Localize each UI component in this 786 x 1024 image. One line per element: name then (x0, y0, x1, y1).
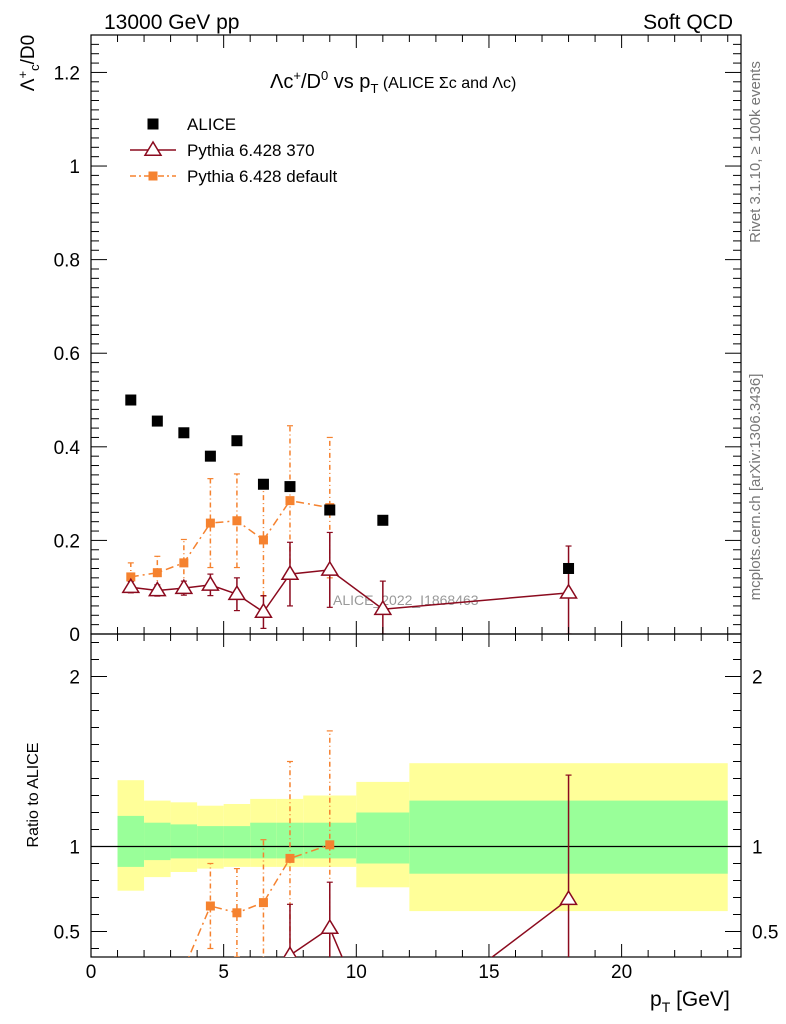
mcplots-label: mcplots.cern.ch [arXiv:1306.3436] (747, 374, 764, 601)
legend: ALICE Pythia 6.428 370 Pythia 6.428 defaul… (130, 115, 338, 186)
y-tick-label: 0.4 (54, 438, 81, 459)
band-inner-4 (223, 826, 251, 859)
legend-marker-alice (147, 118, 159, 130)
ratio-data (188, 730, 578, 957)
ratio-point-pythia-370 (320, 918, 340, 935)
ratio-y-tick-label-right: 1 (752, 838, 763, 859)
x-tick-label: 0 (86, 962, 97, 983)
point-alice (231, 435, 243, 447)
rivet-label: Rivet 3.1.10, ≥ 100k events (747, 61, 764, 243)
point-pythia-370 (254, 602, 273, 618)
band-inner-6 (276, 822, 304, 859)
point-alice (178, 427, 190, 439)
point-alice (125, 394, 137, 406)
ratio-y-tick-label: 0.5 (54, 923, 80, 944)
point-pythia-370 (280, 564, 300, 581)
point-pythia-default (285, 496, 295, 506)
point-pythia-default (258, 535, 268, 545)
uncertainty-bands (117, 763, 728, 912)
x-tick-label: 5 (218, 962, 229, 983)
ratio-y-tick-label: 2 (69, 668, 80, 689)
band-inner-1 (144, 822, 171, 861)
series-alice (125, 394, 575, 574)
band-inner-3 (197, 826, 224, 859)
line-pythia-370 (130, 569, 569, 614)
point-pythia-default (232, 516, 242, 526)
x-axis-label: pT [GeV] (650, 988, 730, 1015)
point-pythia-default (205, 518, 215, 528)
ratio-y-tick-label-right: 0.5 (752, 923, 778, 944)
series-pythia-370 (121, 531, 578, 634)
point-pythia-default (126, 572, 136, 582)
band-inner-8 (356, 812, 410, 864)
point-pythia-370 (373, 599, 393, 616)
main-data (121, 394, 578, 634)
point-pythia-default (152, 568, 162, 578)
point-alice (284, 481, 296, 493)
point-pythia-370 (320, 560, 340, 576)
watermark: ALICE_2022_I1868463 (333, 592, 479, 608)
point-alice (377, 514, 389, 526)
ratio-point-pythia-370 (559, 889, 578, 906)
point-pythia-370 (201, 575, 220, 591)
ratio-pythia-370 (283, 774, 578, 957)
ratio-point-pythia-370 (283, 945, 297, 957)
ratio-point-pythia-default (325, 840, 335, 850)
y-tick-label: 1 (69, 157, 80, 178)
x-tick-label: 10 (346, 962, 367, 983)
x-tick-label: 20 (611, 962, 632, 983)
ratio-point-pythia-default (232, 908, 242, 918)
line-pythia-default (130, 499, 330, 578)
y-tick-label: 1.2 (54, 63, 80, 84)
band-inner-2 (170, 824, 198, 859)
point-pythia-370 (121, 577, 141, 594)
point-pythia-default (179, 558, 189, 568)
y-tick-label: 0.2 (54, 531, 80, 552)
band-inner-0 (117, 815, 145, 867)
point-alice (151, 415, 163, 427)
category-label: Soft QCD (643, 11, 733, 34)
ratio-point-pythia-default (258, 898, 268, 908)
y-ticks: 0 0.2 0.4 0.6 0.8 1 1.2 (54, 34, 741, 646)
ratio-point-pythia-default (205, 901, 215, 911)
point-alice (257, 478, 269, 490)
ratio-point-pythia-default (285, 853, 295, 863)
ratio-ylabel: Ratio to ALICE (25, 743, 42, 848)
ratio-y-tick-label: 1 (69, 838, 80, 859)
y-tick-label: 0.6 (54, 344, 80, 365)
point-pythia-370 (174, 578, 194, 595)
y-tick-label: 0 (69, 625, 80, 646)
legend-label: Pythia 6.428 370 (187, 141, 315, 160)
point-alice (563, 562, 575, 574)
point-pythia-370 (227, 584, 247, 601)
ratio-plot-area: 0 5 10 15 200.5 0.51 12 2 (54, 35, 778, 983)
ratio-y-ticks: 0.5 0.5 1 1 2 2 (54, 642, 778, 949)
x-tick-label: 15 (478, 962, 499, 983)
x-ticks: 0 5 10 15 20 (86, 35, 729, 983)
collision-label: 13000 GeV pp (104, 11, 239, 34)
ratio-line-pythia-default (188, 844, 331, 957)
main-plot-area: 0 0.2 0.4 0.6 0.8 1 1.2 (54, 34, 742, 646)
series-pythia-default (126, 425, 335, 597)
ratio-line-pythia-370-b (490, 898, 570, 957)
point-pythia-370 (147, 581, 167, 597)
legend-marker-default (148, 171, 158, 181)
legend-label: Pythia 6.428 default (187, 167, 338, 186)
point-alice (204, 450, 216, 462)
chart-title: Λc+/D0 vs pT (ALICE Σc and Λc) (270, 68, 516, 96)
ratio-y-tick-label-right: 2 (752, 668, 763, 689)
y-tick-label: 0.8 (54, 251, 80, 272)
ratio-line-pythia-370-a (288, 926, 343, 957)
main-ylabel: Λ+c/D0 (15, 35, 42, 91)
legend-marker-370 (143, 140, 163, 156)
point-alice (324, 504, 336, 516)
point-pythia-370 (559, 583, 578, 599)
svg-text:Λ+c/D0: Λ+c/D0 (15, 35, 42, 91)
legend-label: ALICE (187, 115, 236, 134)
